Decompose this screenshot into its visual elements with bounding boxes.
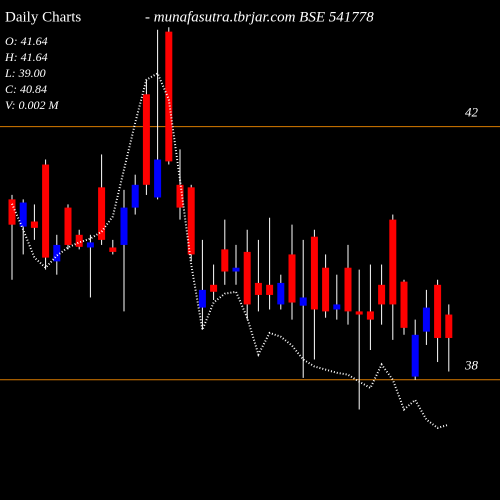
ohlc-info: O: 41.64	[5, 34, 48, 48]
candle-body	[232, 267, 240, 272]
ohlc-info: C: 40.84	[5, 82, 47, 96]
candle-body	[131, 184, 139, 208]
candle-body	[154, 159, 162, 198]
candle-body	[355, 311, 363, 315]
ohlc-info: L: 39.00	[4, 66, 46, 80]
candle-body	[310, 236, 318, 310]
candle-body	[434, 284, 442, 338]
moving-average-line	[11, 71, 450, 429]
candle-body	[299, 297, 307, 306]
candle-body	[64, 207, 72, 245]
candle-body	[411, 334, 419, 377]
candle-body	[400, 281, 408, 328]
candle-body	[187, 187, 195, 255]
chart-title: Daily Charts	[5, 9, 81, 25]
candle-body	[277, 282, 285, 305]
ohlc-info: H: 41.64	[4, 50, 48, 64]
candle-body	[266, 284, 274, 295]
candle-body	[86, 242, 94, 248]
candle-body	[366, 311, 374, 320]
candle-body	[210, 284, 218, 292]
candle-body	[30, 221, 38, 228]
candle-body	[243, 251, 251, 305]
candle-body	[109, 247, 117, 252]
chart-subtitle: - munafasutra.tbrjar.com BSE 541778	[145, 9, 374, 25]
candle-body	[75, 234, 83, 247]
candle-body	[176, 184, 184, 208]
candle-body	[53, 244, 61, 262]
candle-body	[165, 31, 173, 162]
candle-body	[422, 307, 430, 332]
candle-body	[19, 202, 27, 227]
candle-body	[42, 164, 50, 258]
candle-body	[221, 249, 229, 272]
candle-body	[288, 254, 296, 303]
candle-body	[333, 304, 341, 310]
candle-body	[198, 289, 206, 308]
candle-body	[98, 187, 106, 240]
candle-body	[445, 314, 453, 338]
ohlc-info: V: 0.002 M	[5, 98, 60, 112]
candle-body	[120, 207, 128, 245]
candle-body	[8, 199, 16, 225]
candle-body	[389, 219, 397, 305]
candle-body	[142, 94, 150, 185]
y-tick-label: 42	[465, 105, 479, 120]
candle-body	[254, 282, 262, 295]
y-tick-label: 38	[464, 358, 479, 373]
candle-body	[378, 284, 386, 305]
candle-body	[322, 267, 330, 312]
candle-body	[344, 267, 352, 312]
